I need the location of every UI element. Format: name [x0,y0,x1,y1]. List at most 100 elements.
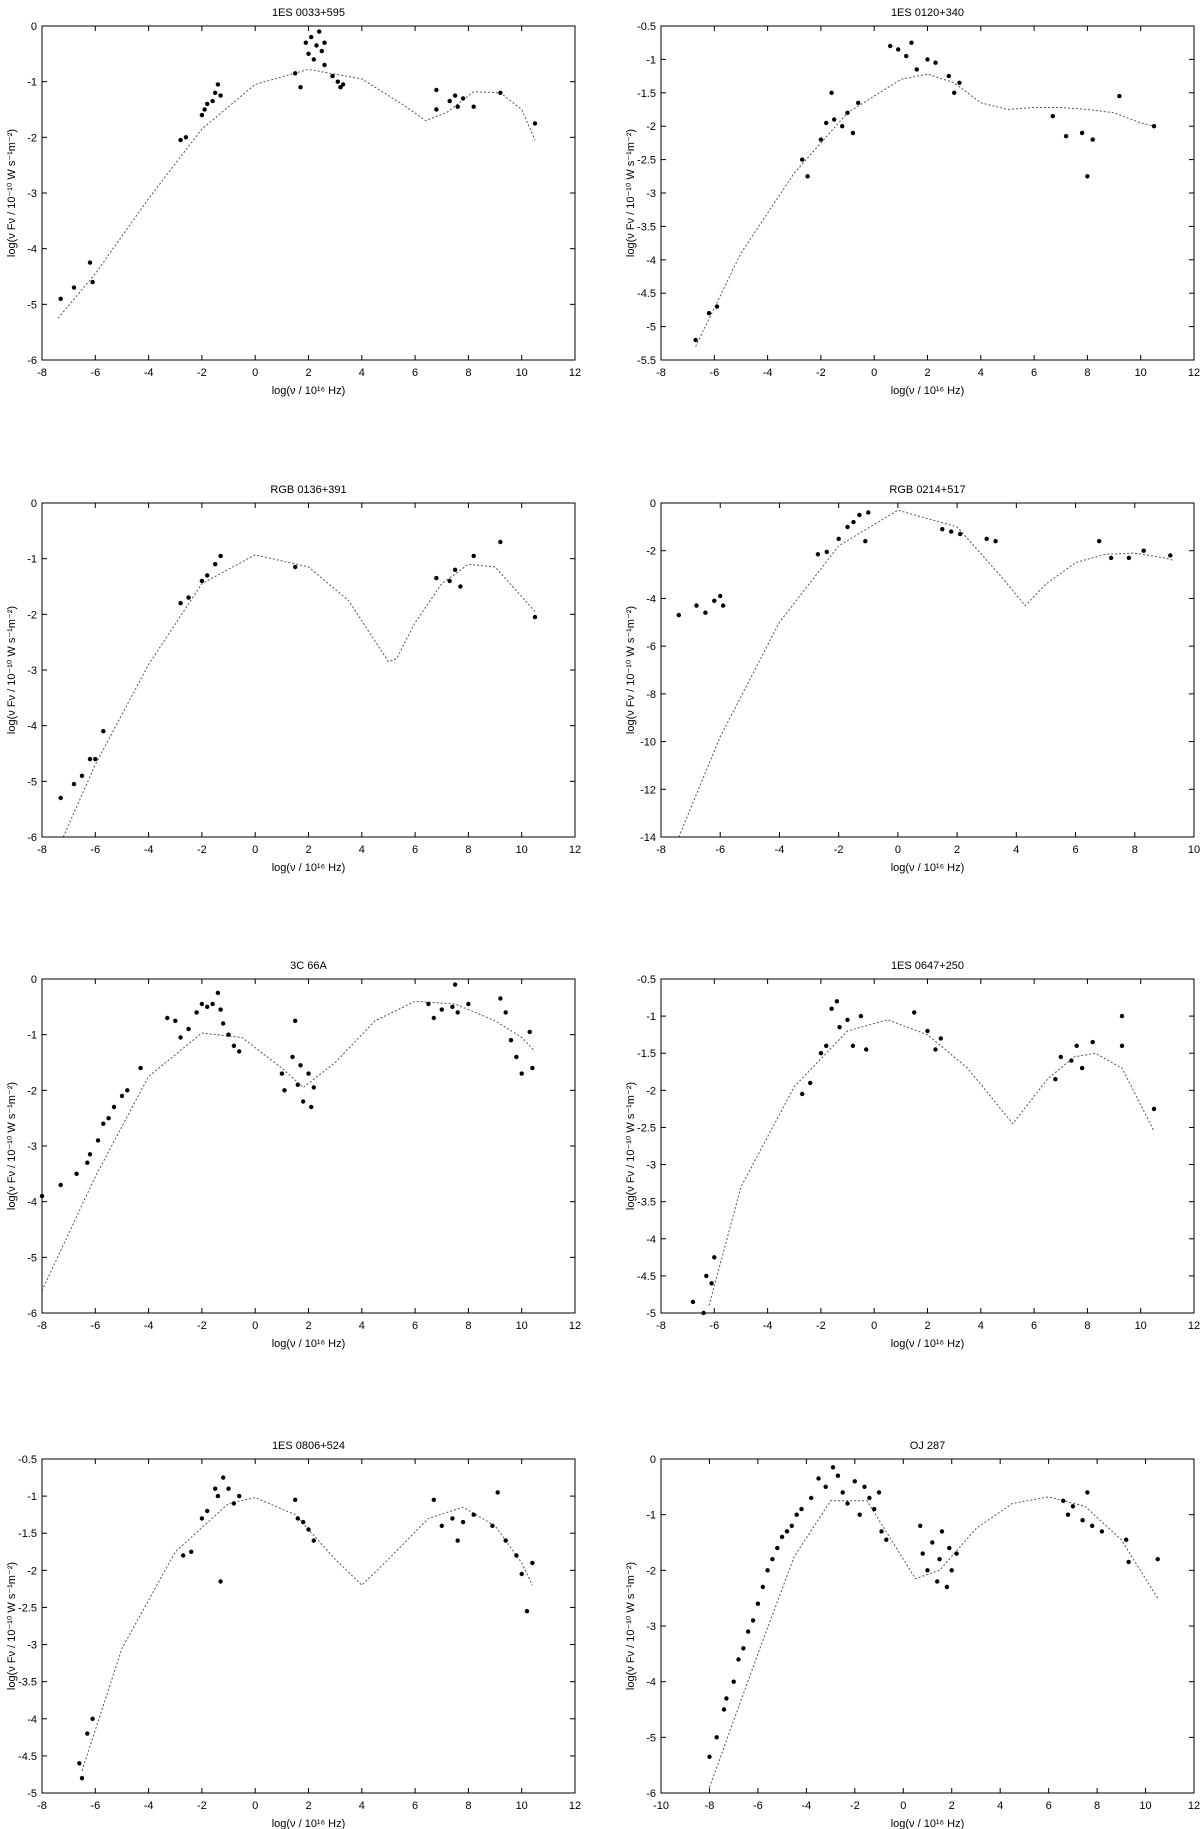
data-point [840,124,845,129]
data-point [724,1696,729,1701]
data-point [755,1601,761,1606]
data-point [712,1255,717,1260]
data-point [431,1497,436,1503]
data-point [194,1010,199,1015]
data-point [215,1493,221,1499]
data-point [226,1486,231,1491]
data-point [770,1557,775,1562]
y-tick-label: -5 [27,299,37,311]
x-tick-label: -8 [656,844,666,856]
y-tick-label: -4 [27,1197,37,1209]
data-point [298,1063,303,1068]
y-tick-label: 0 [650,498,656,510]
x-tick-label: 2 [924,1320,930,1332]
data-point [1053,1077,1058,1082]
x-tick-label: 0 [252,367,258,379]
data-point [311,57,316,62]
plot-frame [660,502,1195,838]
data-point [79,773,85,778]
y-tick-label: -2 [646,1565,656,1577]
data-point [750,1618,756,1623]
y-tick-label: -4 [27,721,37,733]
data-point [213,90,218,96]
data-point [1079,130,1085,136]
data-point [888,43,893,49]
x-tick-label: 0 [871,1320,877,1332]
data-point [1099,1529,1105,1534]
data-point [181,1553,186,1558]
data-point [71,781,77,787]
data-point [925,1028,930,1034]
data-point [993,539,998,544]
y-axis-label: log(ν Fν / 10⁻¹⁰ W s⁻¹m⁻²) [625,129,637,257]
y-tick-label: -2 [646,546,656,558]
data-point [498,539,503,545]
data-point [939,1529,945,1534]
data-point [746,1629,751,1634]
x-tick-label: 4 [359,844,365,856]
data-point [138,1065,143,1071]
y-tick-label: -4 [646,255,656,267]
data-point [845,1501,850,1506]
data-point [765,1568,770,1573]
data-point [111,1104,117,1110]
y-tick-label: -4.5 [18,1751,37,1763]
y-tick-label: -3.5 [18,1677,37,1689]
data-point [514,1054,519,1060]
data-point [77,1761,82,1766]
data-point [306,1527,311,1532]
data-point [845,1017,850,1022]
data-point [872,1506,877,1512]
data-point [1097,539,1102,544]
data-point [706,311,712,316]
x-tick-label: -8 [656,367,666,379]
y-tick-label: -4 [646,1234,656,1246]
y-tick-label: -5 [646,1732,656,1744]
y-tick-label: -1.5 [18,1528,37,1540]
data-point [954,1551,959,1556]
x-tick-label: 8 [1084,1320,1090,1332]
data-point [937,1557,942,1562]
data-point [519,1571,524,1577]
y-tick-label: -6 [27,1308,37,1320]
data-point [524,1609,530,1614]
data-point [205,101,210,107]
data-point [95,1138,101,1143]
x-tick-label: 4 [978,367,984,379]
data-point [199,1001,205,1007]
data-point [1058,1054,1064,1060]
y-tick-label: -6 [646,641,656,653]
data-point [947,1545,952,1551]
data-point [530,1560,535,1566]
data-point [205,1004,210,1009]
x-tick-label: -2 [850,1800,860,1812]
y-tick-label: -3 [646,1160,656,1172]
y-axis-label: log(ν Fν / 10⁻¹⁰ W s⁻¹m⁻²) [625,1082,637,1210]
data-point [957,80,962,86]
data-point [984,536,989,541]
data-point [90,1716,95,1722]
data-point [173,1018,178,1023]
plot-frame [41,502,576,838]
y-tick-label: 0 [31,974,37,986]
x-tick-label: 0 [252,844,258,856]
data-point [933,1047,938,1052]
y-tick-label: -1 [27,554,37,566]
y-tick-label: -0.5 [637,21,656,33]
data-point [532,121,538,126]
y-tick-label: -1.5 [637,1048,656,1060]
data-point [237,1493,242,1499]
data-point [458,584,463,589]
data-point [832,117,837,122]
x-tick-label: 12 [569,1800,581,1812]
x-tick-label: -6 [709,1320,719,1332]
data-point [834,999,840,1004]
data-point [721,1707,727,1712]
data-point [306,51,311,56]
x-axis-label: log(ν / 10¹⁶ Hz) [272,385,346,397]
panel-3: RGB 0136+391-8 -6 -4 -2 0 2 4 6 8 10 12-6-5-4-3-2-… [6,484,581,874]
data-point [93,756,98,762]
data-point [335,79,340,84]
x-tick-label: -4 [144,1800,154,1812]
data-point [1108,555,1114,561]
